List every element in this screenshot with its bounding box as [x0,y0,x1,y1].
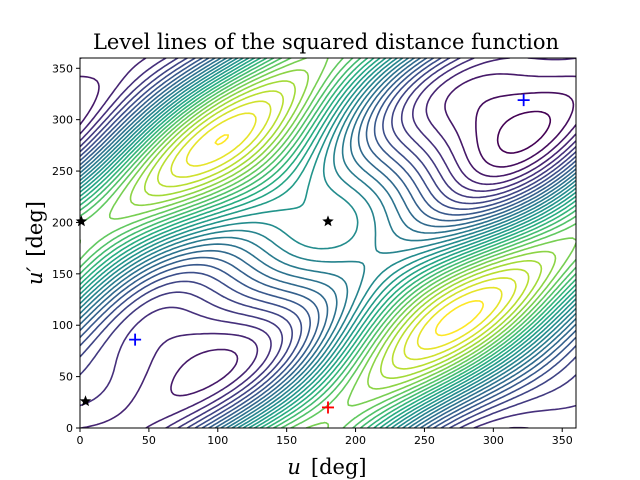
chart-title: Level lines of the squared distance func… [93,30,559,54]
contour-level-line [80,73,576,397]
contour-level-line [80,58,576,428]
contour-level-line [80,58,576,428]
y-axis-ticks: 0 50 100 150 200 250 300 350 [52,62,80,435]
y-tick-label: 100 [52,319,73,332]
x-tick-label: 300 [483,434,504,447]
x-axis-unit: [deg] [311,455,367,479]
contour-level-line [185,112,503,350]
y-tick-label: 300 [52,114,73,127]
x-tick-label: 350 [552,434,573,447]
x-tick-label: 250 [414,434,435,447]
x-tick-label: 150 [276,434,297,447]
saddle-star-marker [79,395,92,407]
x-axis-label: u [deg] [287,455,366,479]
x-tick-label: 100 [207,434,228,447]
y-tick-label: 150 [52,268,73,281]
minimum-plus-marker [129,333,142,346]
y-tick-label: 350 [52,62,73,75]
y-axis-unit: [deg] [23,201,47,257]
contour-level-line [80,58,576,428]
critical-point-markers [75,94,530,414]
minimum-plus-marker [517,94,530,107]
contour-level-line [80,58,576,428]
x-axis-ticks: 0 50 100 150 200 250 300 350 [77,428,573,447]
y-tick-label: 250 [52,165,73,178]
x-tick-label: 200 [345,434,366,447]
contour-level-line [80,58,576,428]
y-axis-label: u′ [deg] [23,201,47,285]
x-tick-label: 0 [77,434,84,447]
contour-level-line [214,134,484,337]
y-tick-label: 50 [59,371,73,384]
y-tick-label: 200 [52,216,73,229]
contour-level-line [80,58,576,428]
contour-lines [80,58,576,428]
contour-level-line [129,69,557,390]
maximum-plus-marker [322,401,334,414]
plot-frame [79,57,577,429]
contour-level-line [80,58,576,428]
y-axis-variable: u′ [23,266,47,285]
contour-level-line [157,90,530,370]
y-tick-label: 0 [66,422,73,435]
contour-level-line [496,110,552,154]
x-axis-variable: u [287,455,301,479]
x-tick-label: 50 [142,434,156,447]
contour-level-line [144,80,543,379]
contour-level-line [80,58,576,428]
saddle-star-marker [75,215,88,227]
contour-level-line [170,100,517,361]
saddle-star-marker [322,215,334,227]
contour-level-line [80,58,576,428]
contour-level-line [80,58,576,428]
contour-level-line [475,91,575,168]
